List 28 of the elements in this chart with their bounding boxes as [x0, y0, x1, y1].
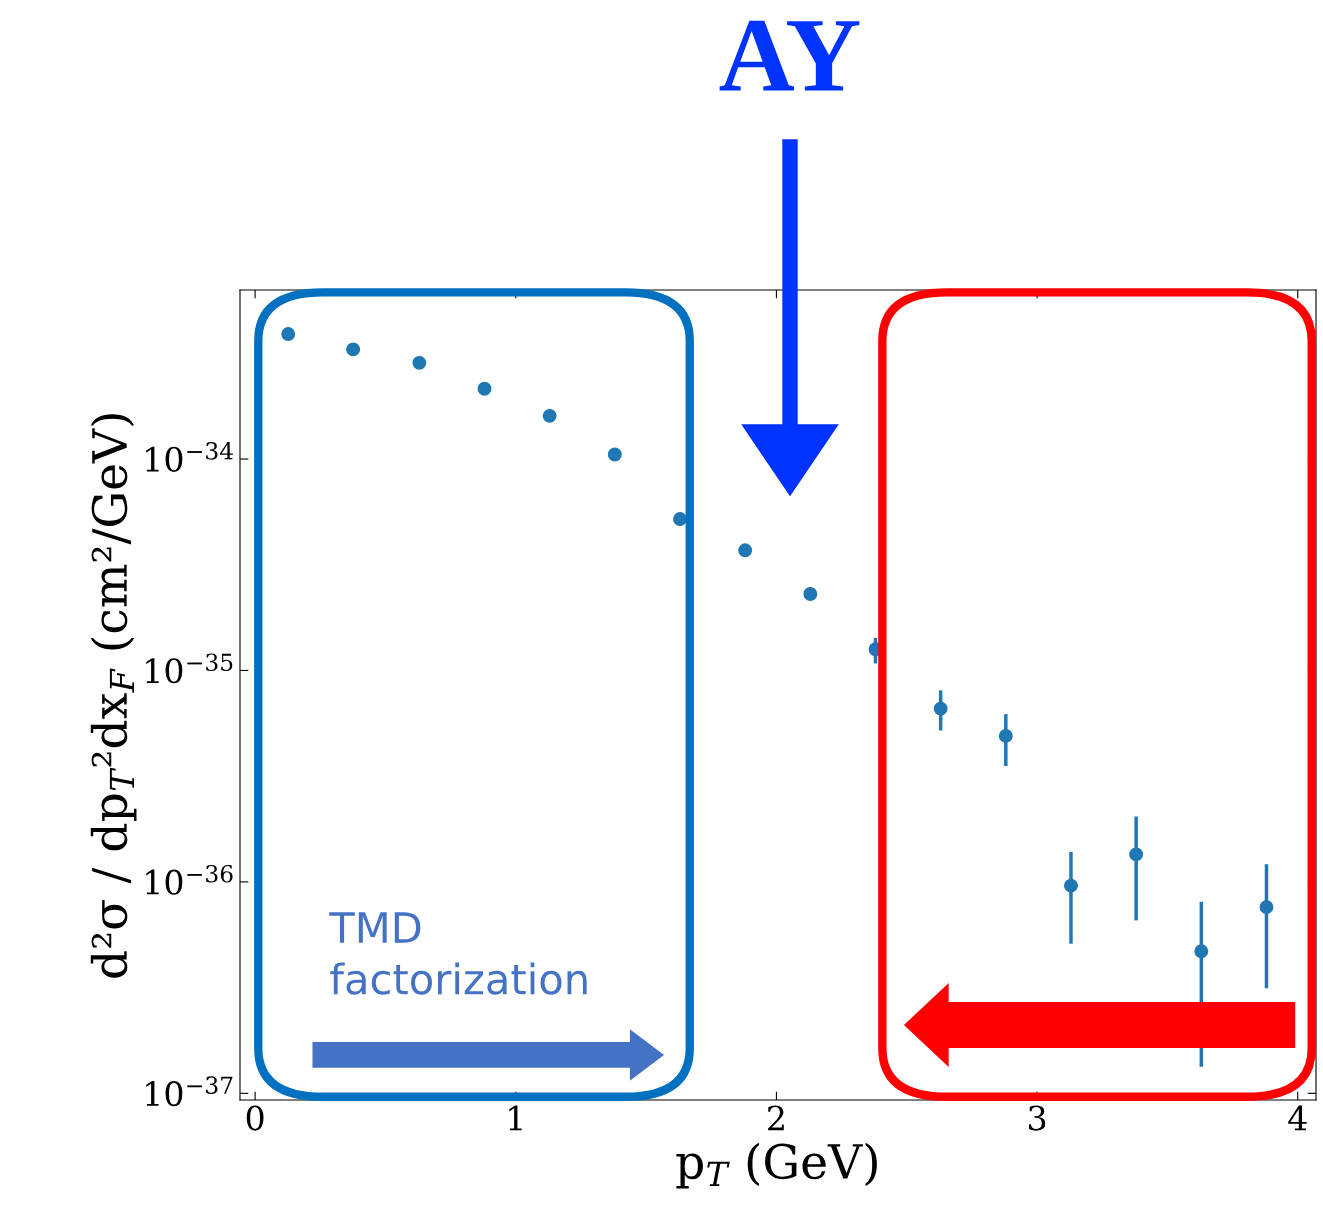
- point: [673, 512, 687, 527]
- point: [1259, 900, 1274, 915]
- x-tick-label: 0: [246, 1105, 264, 1131]
- point: [1194, 944, 1209, 959]
- point: [477, 381, 492, 396]
- point: [1129, 847, 1144, 862]
- y-tick-label: 10$^{−34}$: [146, 442, 233, 472]
- y-tick-label: 10$^{−37}$: [146, 1076, 233, 1107]
- text: AY: [719, 20, 860, 91]
- x-tick-label: 2: [768, 1105, 784, 1131]
- point: [607, 447, 622, 462]
- y-axis-title: d²σ / dp$_{T}$²dx$_{F}$ (cm²/GeV): [90, 414, 137, 978]
- point: [998, 729, 1013, 743]
- point: [542, 408, 557, 423]
- point: [346, 342, 361, 357]
- point: [803, 587, 818, 601]
- y-tick-label: 10$^{−35}$: [146, 653, 233, 684]
- point: [933, 701, 948, 716]
- x-tick-label: 4: [1288, 1105, 1307, 1131]
- point: [412, 355, 427, 370]
- annotation: TMD factorization: [329, 912, 587, 995]
- y-tick-label: 10$^{−36}$: [146, 864, 233, 895]
- x-tick-label: 1: [509, 1105, 522, 1131]
- point: [281, 327, 296, 341]
- point: [738, 543, 753, 558]
- point: [1064, 878, 1078, 893]
- x-tick-label: 3: [1029, 1105, 1046, 1131]
- x-axis-title: p$_{T}$ (GeV): [676, 1142, 877, 1189]
